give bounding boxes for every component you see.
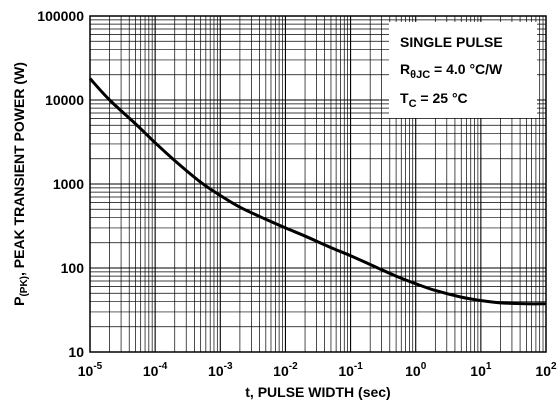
legend-line-3: TC = 25 °C xyxy=(400,90,468,110)
y-axis-title: P(PK), PEAK TRANSIENT POWER (W) xyxy=(11,62,30,306)
legend-background xyxy=(389,22,537,118)
x-tick-label: 10-1 xyxy=(338,361,363,379)
legend-line-1: SINGLE PULSE xyxy=(400,34,503,50)
x-tick-label: 10-2 xyxy=(273,361,298,379)
x-axis-title: t, PULSE WIDTH (sec) xyxy=(245,384,390,400)
y-tick-label: 10000 xyxy=(45,92,84,108)
x-tick-labels: 10-5 10-4 10-3 10-2 10-1 100 101 102 xyxy=(78,361,557,379)
x-tick-label: 102 xyxy=(535,361,557,379)
y-tick-label: 10 xyxy=(68,344,84,360)
x-tick-label: 10-3 xyxy=(208,361,233,379)
legend-line-2: RθJC = 4.0 °C/W xyxy=(400,61,503,81)
y-tick-label: 100000 xyxy=(37,8,84,24)
x-tick-label: 101 xyxy=(470,361,492,379)
x-tick-label: 10-4 xyxy=(143,361,168,379)
y-tick-label: 1000 xyxy=(53,176,84,192)
power-curve xyxy=(88,77,547,306)
y-tick-label: 100 xyxy=(61,260,85,276)
curve-layer xyxy=(88,77,547,306)
legend-box: SINGLE PULSE RθJC = 4.0 °C/W TC = 25 °C xyxy=(389,22,537,118)
y-tick-labels: 10 100 1000 10000 100000 xyxy=(37,8,84,360)
x-tick-label: 100 xyxy=(405,361,427,379)
plot-frame xyxy=(89,15,547,353)
x-tick-label: 10-5 xyxy=(78,361,103,379)
